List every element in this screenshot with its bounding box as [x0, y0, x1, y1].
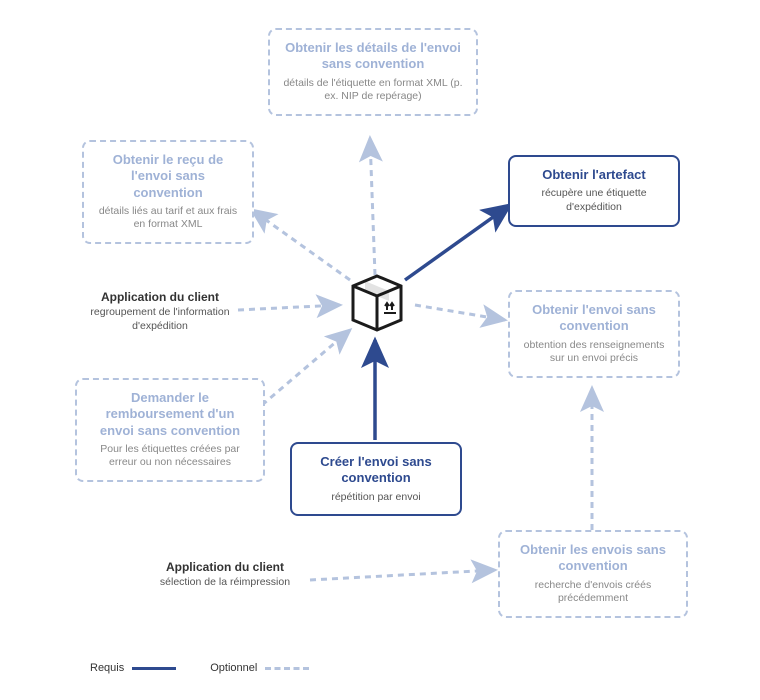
node-rembours-desc: Pour les étiquettes créées par erreur ou…	[89, 443, 251, 470]
label-app-client-1: Application du client regroupement de l'…	[80, 290, 240, 333]
node-recu: Obtenir le reçu de l'envoi sans conventi…	[82, 140, 254, 244]
package-icon	[345, 270, 409, 334]
legend-optional-swatch	[265, 667, 309, 670]
node-creer: Créer l'envoi sans convention répétition…	[290, 442, 462, 516]
label-app2-desc: sélection de la réimpression	[140, 576, 310, 590]
node-artefact-title: Obtenir l'artefact	[522, 167, 666, 183]
node-recu-title: Obtenir le reçu de l'envoi sans conventi…	[96, 152, 240, 201]
node-details: Obtenir les détails de l'envoi sans conv…	[268, 28, 478, 116]
node-details-title: Obtenir les détails de l'envoi sans conv…	[282, 40, 464, 73]
legend-required-label: Requis	[90, 662, 124, 674]
node-artefact-desc: récupère une étiquette d'expédition	[522, 187, 666, 214]
node-envois-desc: recherche d'envois créés précédemment	[512, 579, 674, 606]
node-envoi: Obtenir l'envoi sans convention obtentio…	[508, 290, 680, 378]
node-rembours-title: Demander le remboursement d'un envoi san…	[89, 390, 251, 439]
node-artefact: Obtenir l'artefact récupère une étiquett…	[508, 155, 680, 227]
node-details-desc: détails de l'étiquette en format XML (p.…	[282, 77, 464, 104]
label-app1-desc: regroupement de l'information d'expéditi…	[80, 306, 240, 333]
node-rembours: Demander le remboursement d'un envoi san…	[75, 378, 265, 482]
legend-optional-label: Optionnel	[210, 662, 257, 674]
label-app-client-2: Application du client sélection de la ré…	[140, 560, 310, 590]
node-envoi-desc: obtention des renseignements sur un envo…	[522, 339, 666, 366]
legend: Requis Optionnel	[90, 662, 309, 674]
node-envoi-title: Obtenir l'envoi sans convention	[522, 302, 666, 335]
node-recu-desc: détails liés au tarif et aux frais en fo…	[96, 205, 240, 232]
node-creer-desc: répétition par envoi	[304, 491, 448, 505]
node-creer-title: Créer l'envoi sans convention	[304, 454, 448, 487]
node-envois: Obtenir les envois sans convention reche…	[498, 530, 688, 618]
label-app2-title: Application du client	[140, 560, 310, 574]
node-envois-title: Obtenir les envois sans convention	[512, 542, 674, 575]
label-app1-title: Application du client	[80, 290, 240, 304]
legend-required-swatch	[132, 667, 176, 670]
